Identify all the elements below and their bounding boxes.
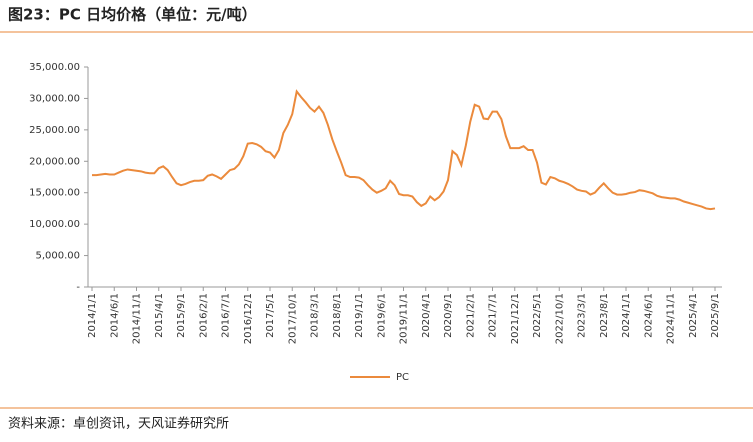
x-tick-label: 2022/5/1 [532, 293, 543, 338]
x-tick-label: 2016/2/1 [198, 293, 209, 338]
x-tick-label: 2014/11/1 [132, 293, 143, 344]
x-tick-label: 2014/6/1 [109, 293, 120, 338]
x-tick-label: 2019/6/1 [376, 293, 387, 338]
x-tick-label: 2016/7/1 [221, 293, 232, 338]
y-tick-label: 35,000.00 [29, 62, 80, 73]
x-tick-label: 2017/10/1 [287, 293, 298, 344]
x-tick-label: 2015/9/1 [176, 293, 187, 338]
y-tick-label: 10,000.00 [29, 219, 80, 230]
x-tick-label: 2021/7/1 [488, 293, 499, 338]
y-tick-label: 20,000.00 [29, 156, 80, 167]
series-line [92, 89, 716, 211]
y-tick-label: 15,000.00 [29, 188, 80, 199]
x-tick-label: 2022/10/1 [554, 293, 565, 344]
x-tick-label: 2024/6/1 [643, 293, 654, 338]
y-tick-label: - [76, 282, 80, 293]
x-tick-label: 2017/5/1 [265, 293, 276, 338]
x-tick-label: 2021/2/1 [465, 293, 476, 338]
x-tick-label: 2021/12/1 [510, 293, 521, 344]
y-tick-label: 30,000.00 [29, 93, 80, 104]
y-tick-label: 25,000.00 [29, 125, 80, 136]
x-tick-label: 2025/9/1 [710, 293, 721, 338]
source: 资料来源：卓创资讯，天风证券研究所 [8, 416, 229, 432]
x-tick-label: 2019/1/1 [354, 293, 365, 338]
x-tick-label: 2023/8/1 [599, 293, 610, 338]
x-tick-label: 2020/9/1 [443, 293, 454, 338]
x-tick-label: 2018/8/1 [332, 293, 343, 338]
x-tick-label: 2024/1/1 [621, 293, 632, 338]
x-tick-label: 2018/3/1 [310, 293, 321, 338]
x-tick-label: 2024/11/1 [666, 293, 677, 344]
chart-title: 图23：PC 日均价格（单位：元/吨） [8, 6, 257, 24]
legend-label: PC [396, 372, 409, 383]
y-tick-label: 5,000.00 [35, 251, 80, 262]
x-tick-label: 2016/12/1 [243, 293, 254, 344]
x-tick-label: 2025/4/1 [688, 293, 699, 338]
x-tick-label: 2015/4/1 [154, 293, 165, 338]
x-tick-label: 2020/4/1 [421, 293, 432, 338]
x-tick-label: 2014/1/1 [87, 293, 98, 338]
x-tick-label: 2019/11/1 [399, 293, 410, 344]
x-tick-label: 2023/3/1 [577, 293, 588, 338]
